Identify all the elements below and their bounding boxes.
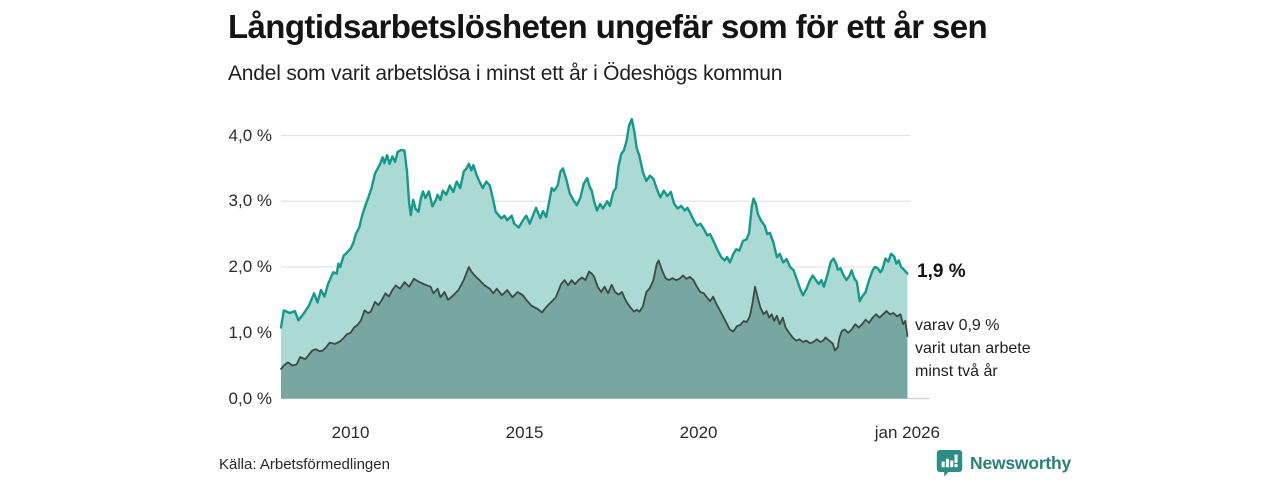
latest-value-annotation: 1,9 %: [917, 261, 966, 282]
secondary-annotation-line: minst två år: [915, 363, 998, 380]
secondary-annotation-line: varav 0,9 %: [915, 317, 1000, 334]
y-tick-label: 3,0 %: [228, 191, 272, 211]
y-tick-label: 4,0 %: [228, 125, 272, 145]
y-tick-label: 0,0 %: [228, 388, 272, 408]
x-tick-label: 2020: [679, 423, 718, 442]
page-title: Långtidsarbetslösheten ungefär som för e…: [228, 8, 988, 45]
secondary-annotation: varav 0,9 % varit utan arbete minst två …: [915, 314, 1031, 383]
newsworthy-wordmark: Newsworthy: [970, 453, 1072, 473]
x-tick-label: 2015: [505, 423, 544, 442]
chart-subtitle: Andel som varit arbetslösa i minst ett å…: [228, 62, 783, 85]
y-tick-label: 2,0 %: [228, 257, 272, 276]
x-tick-label: 2010: [331, 423, 370, 442]
y-tick-label: 1,0 %: [228, 322, 272, 342]
source-note: Källa: Arbetsförmedlingen: [219, 456, 390, 473]
secondary-annotation-line: varit utan arbete: [915, 340, 1031, 357]
newsworthy-logo: Newsworthy: [936, 449, 1071, 478]
x-tick-label: jan 2026: [874, 423, 941, 442]
newsworthy-icon: [936, 450, 963, 477]
